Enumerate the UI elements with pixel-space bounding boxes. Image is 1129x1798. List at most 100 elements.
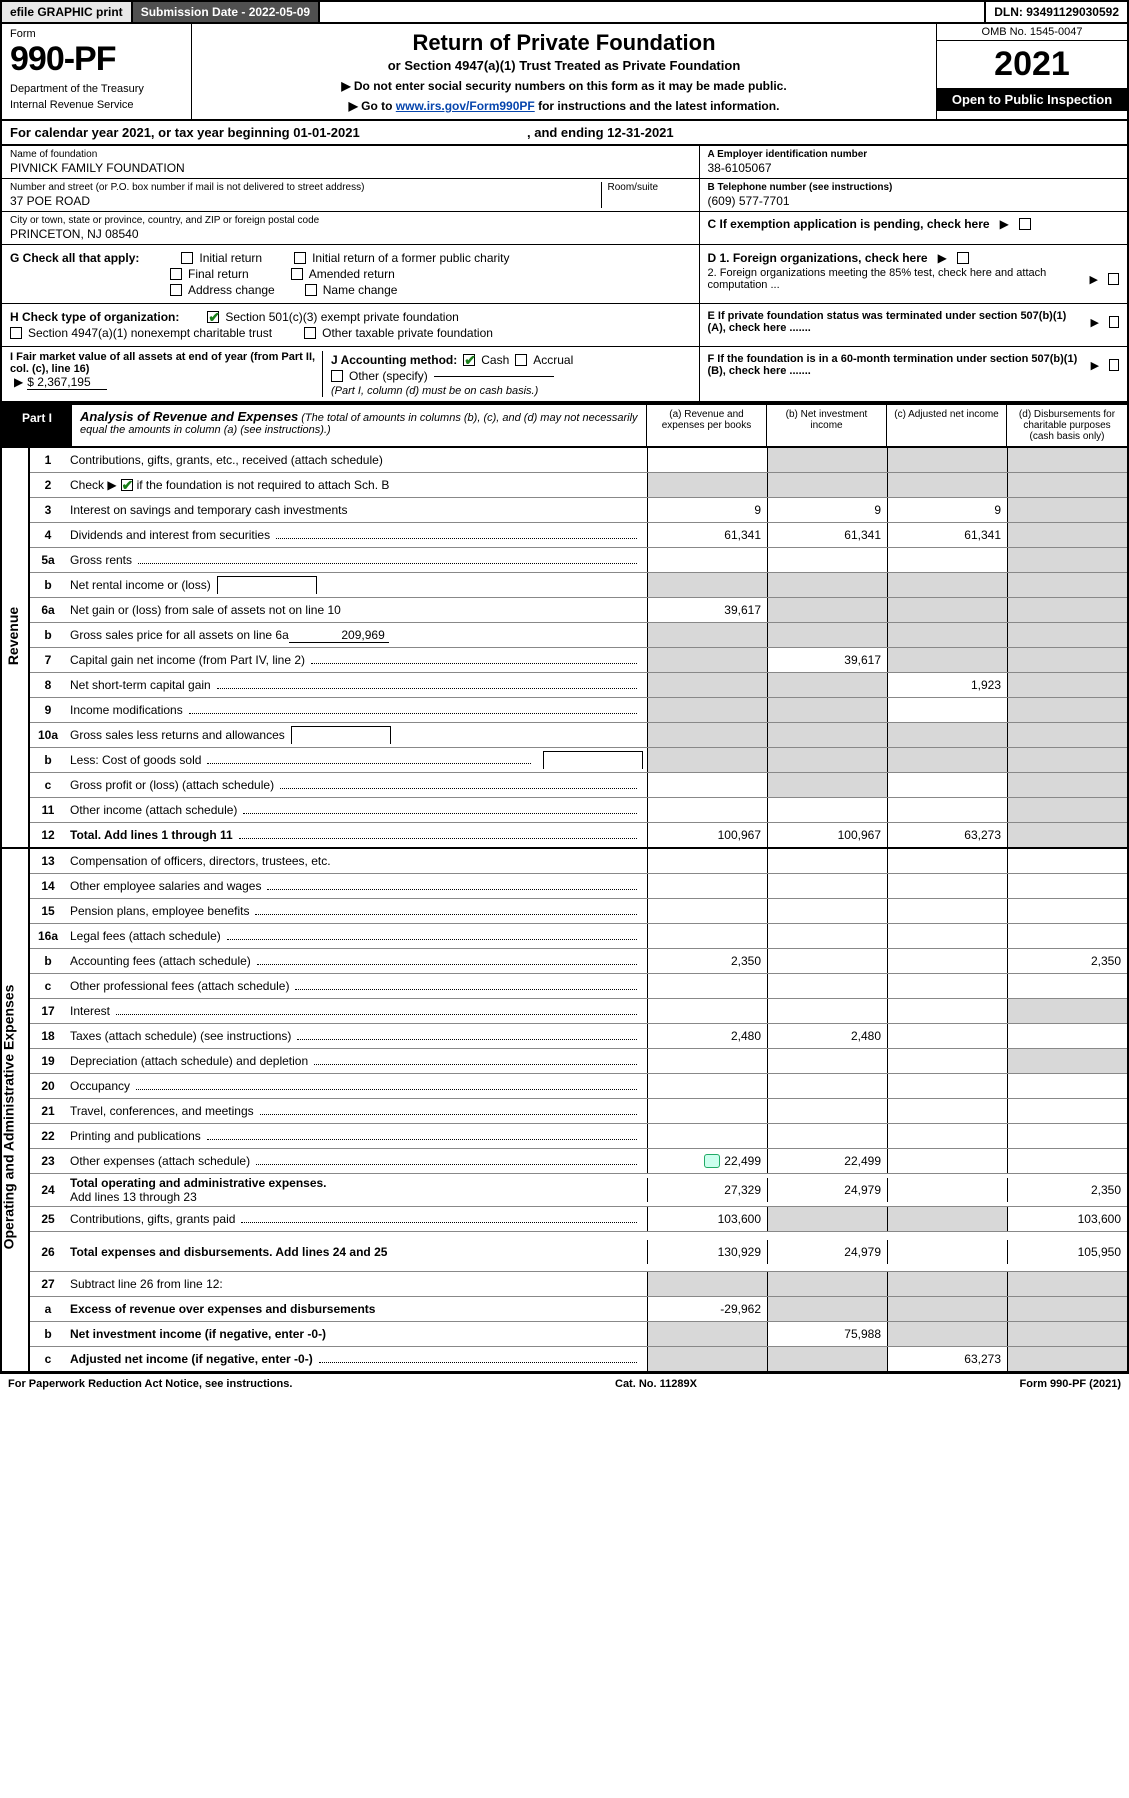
part1-desc: Analysis of Revenue and Expenses (The to…: [72, 405, 647, 446]
phone-label: B Telephone number (see instructions): [708, 182, 1120, 193]
h-other: Other taxable private foundation: [322, 326, 493, 340]
g-name-checkbox[interactable]: [305, 284, 317, 296]
city-label: City or town, state or province, country…: [10, 215, 691, 226]
efile-badge: efile GRAPHIC print: [2, 2, 133, 22]
ein-label: A Employer identification number: [708, 149, 1120, 160]
col-a-header: (a) Revenue and expenses per books: [647, 405, 767, 446]
schedule-icon[interactable]: [704, 1154, 720, 1168]
l2-pre: Check ▶: [70, 478, 117, 492]
i-label: I Fair market value of all assets at end…: [10, 351, 316, 375]
header-left: Form 990-PF Department of the Treasury I…: [2, 24, 192, 119]
form-ref: Form 990-PF (2021): [1020, 1378, 1121, 1390]
g-initial-pc: Initial return of a former public charit…: [312, 251, 509, 265]
h-4947-checkbox[interactable]: [10, 327, 22, 339]
g-initial-pc-checkbox[interactable]: [294, 252, 306, 264]
footer: For Paperwork Reduction Act Notice, see …: [0, 1373, 1129, 1394]
d1-checkbox[interactable]: [957, 252, 969, 264]
line-14: 14Other employee salaries and wages: [30, 874, 1127, 899]
g-final-checkbox[interactable]: [170, 268, 182, 280]
addr-label: Number and street (or P.O. box number if…: [10, 182, 601, 193]
pra-notice: For Paperwork Reduction Act Notice, see …: [8, 1378, 292, 1390]
c-checkbox[interactable]: [1019, 218, 1031, 230]
d1-label: D 1. Foreign organizations, check here: [708, 251, 928, 265]
line-27c: cAdjusted net income (if negative, enter…: [30, 1347, 1127, 1371]
e-checkbox[interactable]: [1109, 316, 1119, 328]
line-9: 9Income modifications: [30, 698, 1127, 723]
form-header: Form 990-PF Department of the Treasury I…: [0, 24, 1129, 121]
form-page: efile GRAPHIC print Submission Date - 20…: [0, 0, 1129, 1394]
note-link: ▶ Go to www.irs.gov/Form990PF for instru…: [202, 99, 926, 113]
g-amended: Amended return: [309, 267, 395, 281]
city-value: PRINCETON, NJ 08540: [10, 227, 691, 241]
line-10c: cGross profit or (loss) (attach schedule…: [30, 773, 1127, 798]
d2-label: 2. Foreign organizations meeting the 85%…: [708, 267, 1080, 291]
dln-label: DLN: 93491129030592: [984, 2, 1127, 22]
line-27b: bNet investment income (if negative, ent…: [30, 1322, 1127, 1347]
line-15: 15Pension plans, employee benefits: [30, 899, 1127, 924]
form-number: 990-PF: [10, 40, 183, 79]
line-4: 4Dividends and interest from securities …: [30, 523, 1127, 548]
note-ssn: ▶ Do not enter social security numbers o…: [202, 79, 926, 93]
line-18: 18Taxes (attach schedule) (see instructi…: [30, 1024, 1127, 1049]
header-right: OMB No. 1545-0047 2021 Open to Public In…: [937, 24, 1127, 119]
revenue-text: Revenue: [5, 607, 21, 665]
room-label: Room/suite: [608, 182, 691, 193]
form-word: Form: [10, 28, 183, 40]
phone-value: (609) 577-7701: [708, 194, 1120, 208]
line-8: 8Net short-term capital gain 1,923: [30, 673, 1127, 698]
j-accrual-checkbox[interactable]: [515, 354, 527, 366]
line-23: 23Other expenses (attach schedule) 22,49…: [30, 1149, 1127, 1174]
line-16b: bAccounting fees (attach schedule) 2,350…: [30, 949, 1127, 974]
g-initial-checkbox[interactable]: [181, 252, 193, 264]
h-label: H Check type of organization:: [10, 310, 179, 324]
h-other-checkbox[interactable]: [304, 327, 316, 339]
cat-no: Cat. No. 11289X: [615, 1378, 697, 1390]
l6b-pre: Gross sales price for all assets on line…: [70, 628, 289, 642]
col-b-header: (b) Net investment income: [767, 405, 887, 446]
h-501-checkbox[interactable]: [207, 311, 219, 323]
j-label: J Accounting method:: [331, 353, 457, 367]
j-other-checkbox[interactable]: [331, 370, 343, 382]
f-checkbox[interactable]: [1109, 359, 1119, 371]
col-c-header: (c) Adjusted net income: [887, 405, 1007, 446]
line-27: 27Subtract line 26 from line 12:: [30, 1272, 1127, 1297]
l6b-val: 209,969: [289, 628, 389, 643]
g-amended-checkbox[interactable]: [291, 268, 303, 280]
omb-number: OMB No. 1545-0047: [937, 24, 1127, 41]
col-d-header: (d) Disbursements for charitable purpose…: [1007, 405, 1127, 446]
g-d-block: G Check all that apply: Initial return I…: [0, 245, 1129, 304]
schb-checkbox[interactable]: [121, 479, 133, 491]
d2-checkbox[interactable]: [1108, 273, 1119, 285]
part1-title: Analysis of Revenue and Expenses: [80, 409, 298, 424]
expenses-section: Operating and Administrative Expenses 13…: [0, 849, 1129, 1373]
g-name: Name change: [323, 283, 398, 297]
j-cash-checkbox[interactable]: [463, 354, 475, 366]
irs-link[interactable]: www.irs.gov/Form990PF: [396, 99, 535, 113]
addr-value: 37 POE ROAD: [10, 194, 601, 208]
i-j-f-block: I Fair market value of all assets at end…: [0, 347, 1129, 403]
j-cash: Cash: [481, 353, 509, 367]
g-final: Final return: [188, 267, 249, 281]
line-5a: 5aGross rents: [30, 548, 1127, 573]
f-label: F If the foundation is in a 60-month ter…: [708, 353, 1081, 377]
g-addr: Address change: [188, 283, 275, 297]
line-11: 11Other income (attach schedule): [30, 798, 1127, 823]
opex-sidelabel: Operating and Administrative Expenses: [2, 849, 30, 1371]
line-17: 17Interest: [30, 999, 1127, 1024]
city-c-row: City or town, state or province, country…: [0, 212, 1129, 245]
h-4947: Section 4947(a)(1) nonexempt charitable …: [28, 326, 272, 340]
topbar: efile GRAPHIC print Submission Date - 20…: [0, 0, 1129, 24]
line-5b: bNet rental income or (loss): [30, 573, 1127, 598]
line-19: 19Depreciation (attach schedule) and dep…: [30, 1049, 1127, 1074]
line-3: 3Interest on savings and temporary cash …: [30, 498, 1127, 523]
ein-value: 38-6105067: [708, 161, 1120, 175]
line-2: 2 Check ▶ if the foundation is not requi…: [30, 473, 1127, 498]
line-24: 24 Total operating and administrative ex…: [30, 1174, 1127, 1207]
submission-date: Submission Date - 2022-05-09: [133, 2, 320, 22]
line-16a: 16aLegal fees (attach schedule): [30, 924, 1127, 949]
g-addr-checkbox[interactable]: [170, 284, 182, 296]
h-e-block: H Check type of organization: Section 50…: [0, 304, 1129, 347]
form-title: Return of Private Foundation: [202, 30, 926, 56]
line-13: 13Compensation of officers, directors, t…: [30, 849, 1127, 874]
line-7: 7Capital gain net income (from Part IV, …: [30, 648, 1127, 673]
